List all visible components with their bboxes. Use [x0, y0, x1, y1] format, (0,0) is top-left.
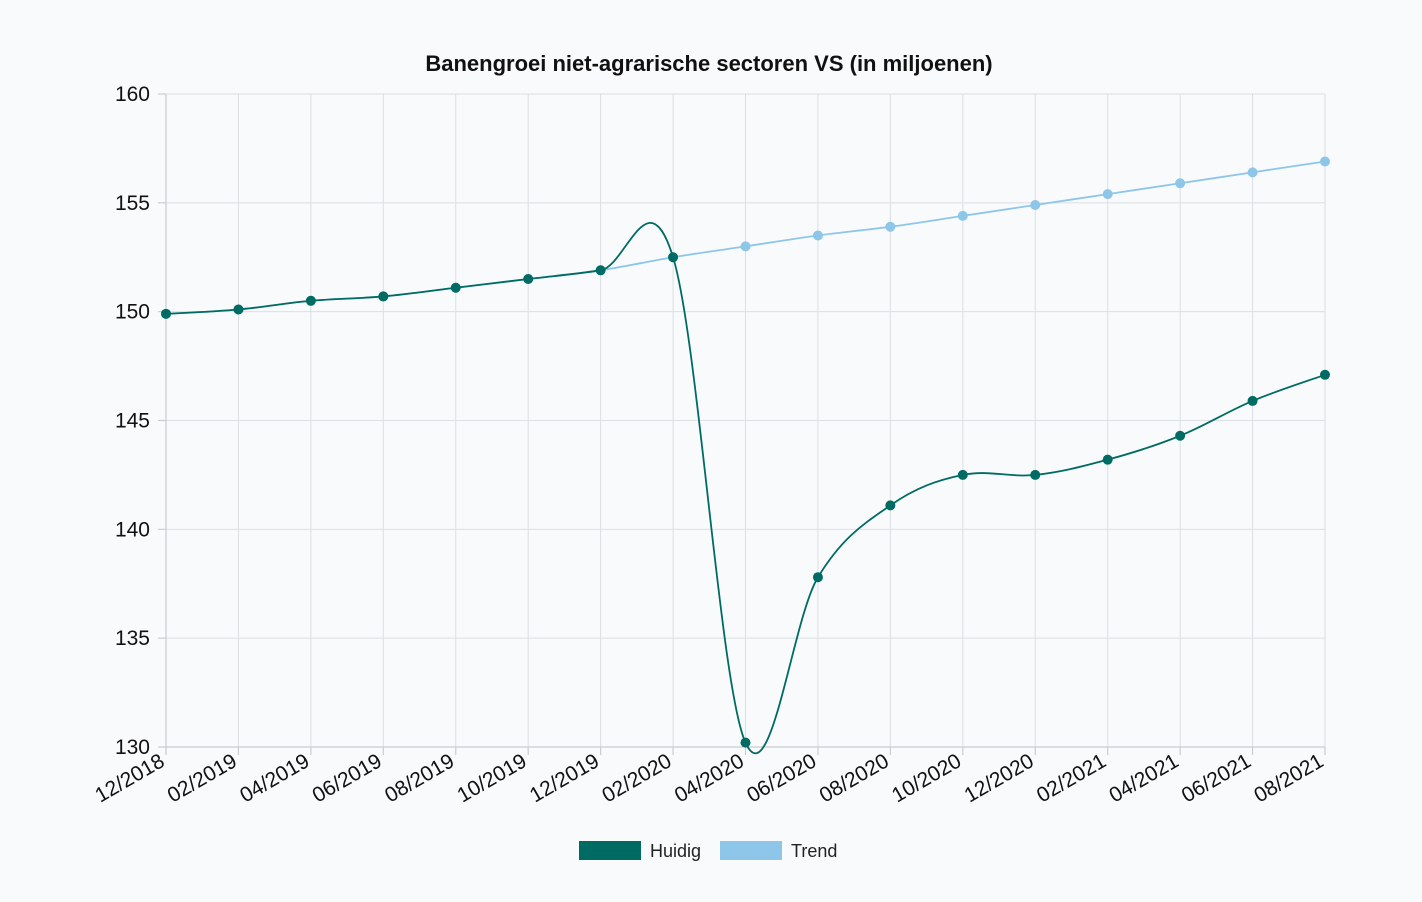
- y-tick-label: 160: [115, 83, 150, 106]
- data-point-trend: [1175, 178, 1186, 189]
- data-point-trend: [1102, 189, 1113, 200]
- data-point-huidig: [233, 304, 244, 315]
- x-tick-label: 06/2020: [743, 749, 820, 807]
- chart-title: Banengroei niet-agrarische sectoren VS (…: [425, 51, 992, 76]
- x-tick-label: 10/2019: [453, 749, 530, 807]
- legend: Huidig Trend: [579, 841, 837, 861]
- data-point-huidig: [668, 252, 679, 263]
- data-point-huidig: [740, 737, 751, 748]
- data-point-trend: [885, 221, 896, 232]
- x-tick-label: 02/2019: [164, 749, 241, 807]
- x-tick-label: 04/2020: [671, 749, 748, 807]
- y-tick-label: 150: [115, 301, 150, 324]
- y-tick-label: 135: [115, 627, 150, 650]
- data-point-trend: [957, 210, 968, 221]
- y-tick-label: 145: [115, 410, 150, 433]
- x-tick-label: 10/2020: [888, 749, 965, 807]
- data-point-huidig: [1030, 469, 1041, 480]
- data-point-trend: [1030, 200, 1041, 211]
- x-tick-label: 08/2021: [1250, 749, 1327, 807]
- x-tick-label: 04/2021: [1105, 749, 1182, 807]
- data-point-huidig: [450, 282, 461, 293]
- data-point-trend: [1320, 156, 1330, 167]
- data-point-huidig: [595, 265, 606, 276]
- data-point-huidig: [161, 308, 171, 319]
- data-point-huidig: [1320, 369, 1330, 380]
- legend-label-trend: Trend: [791, 841, 837, 861]
- y-axis-ticks: 160 155 150 145 140 135 130: [115, 83, 150, 759]
- x-tick-label: 12/2020: [960, 749, 1037, 807]
- x-tick-label: 06/2021: [1178, 749, 1255, 807]
- x-axis-ticks: 12/201802/201904/201906/201908/201910/20…: [91, 749, 1327, 807]
- data-point-trend: [740, 241, 751, 252]
- series-group: [161, 156, 1330, 754]
- legend-swatch-trend: [720, 841, 782, 860]
- data-point-huidig: [378, 291, 389, 302]
- x-tick-label: 08/2019: [381, 749, 458, 807]
- data-point-trend: [1247, 167, 1258, 178]
- x-tick-label: 06/2019: [309, 749, 386, 807]
- y-tick-label: 130: [115, 736, 150, 759]
- data-point-huidig: [523, 274, 534, 285]
- x-tick-label: 08/2020: [816, 749, 893, 807]
- data-point-huidig: [1247, 395, 1258, 406]
- legend-swatch-huidig: [579, 841, 641, 860]
- y-tick-label: 155: [115, 192, 150, 215]
- x-tick-label: 02/2021: [1033, 749, 1110, 807]
- x-tick-label: 02/2020: [598, 749, 675, 807]
- data-point-trend: [812, 230, 823, 241]
- data-point-huidig: [885, 500, 896, 511]
- data-point-huidig: [1102, 454, 1113, 465]
- data-point-huidig: [1175, 430, 1186, 441]
- grid: [165, 93, 1326, 748]
- data-point-huidig: [305, 295, 316, 306]
- axes: [158, 93, 1326, 755]
- legend-label-huidig: Huidig: [650, 841, 701, 861]
- y-tick-label: 140: [115, 518, 150, 541]
- x-tick-label: 12/2019: [526, 749, 603, 807]
- x-tick-label: 04/2019: [236, 749, 313, 807]
- series-huidig: [161, 222, 1330, 754]
- data-point-huidig: [812, 572, 823, 583]
- data-point-huidig: [957, 469, 968, 480]
